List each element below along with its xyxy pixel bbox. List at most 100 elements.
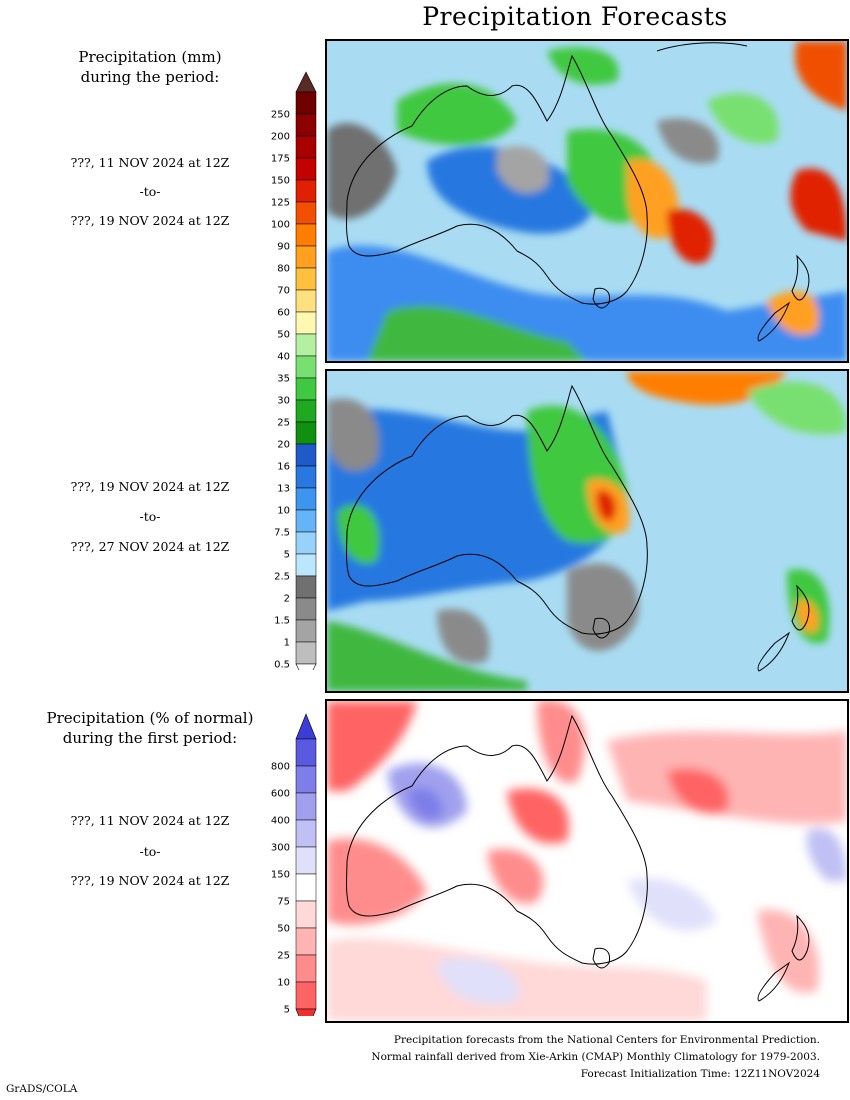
colorbar-swatch (295, 531, 317, 555)
colorbar-tick-label: 5 (284, 550, 290, 561)
pct-colorbar-tick-label: 800 (271, 762, 290, 773)
colorbar-swatch (295, 465, 317, 489)
colorbar-swatch (295, 113, 317, 137)
mm-header: Precipitation (mm) during the period: (0, 47, 300, 87)
colorbar-swatch (295, 355, 317, 379)
colorbar-top-arrow (295, 71, 317, 93)
colorbar-tick-label: 0.5 (274, 660, 290, 671)
colorbar-tick-label: 175 (271, 154, 290, 165)
colorbar-swatch (295, 377, 317, 401)
mm-colorbar: 2502001751501251009080706050403530252016… (271, 71, 317, 671)
colorbar-swatch (295, 399, 317, 423)
grads-credit: GrADS/COLA (6, 1083, 78, 1095)
colorbar-tick-label: 1.5 (274, 616, 290, 627)
pct-colorbar-tick-label: 10 (277, 978, 290, 989)
mm-header-line2: during the period: (80, 68, 220, 86)
colorbar-tick-label: 250 (271, 110, 290, 121)
pct-colorbar-swatch (295, 738, 317, 767)
colorbar-tick-label: 50 (277, 330, 290, 341)
colorbar-tick-label: 2.5 (274, 572, 290, 583)
colorbar-swatch (295, 201, 317, 225)
colorbar-tick-label: 70 (277, 286, 290, 297)
colorbar-tick-label: 200 (271, 132, 290, 143)
colorbar-swatch (295, 597, 317, 621)
colorbar-swatch (295, 267, 317, 291)
colorbar-swatch (295, 223, 317, 247)
period3-to: -to- (139, 844, 161, 859)
footer-line2: Normal rainfall derived from Xie-Arkin (… (371, 1051, 820, 1063)
pct-colorbar-tick-label: 150 (271, 870, 290, 881)
colorbar-tick-label: 10 (277, 506, 290, 517)
colorbar-tick-label: 35 (277, 374, 290, 385)
period2-start: ???, 19 NOV 2024 at 12Z (70, 479, 230, 494)
footer-line1: Precipitation forecasts from the Nationa… (393, 1034, 820, 1046)
colorbar-swatch (295, 509, 317, 533)
period2-end: ???, 27 NOV 2024 at 12Z (70, 539, 230, 554)
colorbar-tick-label: 16 (277, 462, 290, 473)
colorbar-swatch (295, 641, 317, 665)
pct-header-line2: during the first period: (62, 729, 238, 747)
pct-colorbar: 800 600 400 300 150 75 50 25 10 5 (271, 713, 317, 1016)
colorbar-swatch (295, 311, 317, 335)
pct-colorbar-swatch (295, 792, 317, 821)
colorbar-swatch (295, 443, 317, 467)
colorbar-swatch (295, 553, 317, 577)
colorbar-tick-label: 40 (277, 352, 290, 363)
colorbar-tick-label: 125 (271, 198, 290, 209)
pct-colorbar-bottom-arrow (295, 1008, 317, 1016)
period1-to: -to- (139, 184, 161, 199)
colorbar-tick-label: 13 (277, 484, 290, 495)
pct-colorbar-swatch (295, 846, 317, 875)
pct-colorbar-tick-label: 300 (271, 843, 290, 854)
precip-map-2 (327, 371, 847, 691)
pct-colorbar-tick-label: 75 (277, 897, 290, 908)
map-percent-normal (325, 699, 849, 1023)
pct-colorbar-swatch (295, 819, 317, 848)
pct-header-line1: Precipitation (% of normal) (46, 709, 254, 727)
colorbar-tick-label: 7.5 (274, 528, 290, 539)
colorbar-swatch (295, 245, 317, 269)
pct-colorbar-tick-label: 400 (271, 816, 290, 827)
colorbar-tick-label: 2 (284, 594, 290, 605)
colorbar-swatch (295, 179, 317, 203)
colorbar-swatch (295, 157, 317, 181)
footer-line3: Forecast Initialization Time: 12Z11NOV20… (580, 1068, 820, 1080)
map-period2 (325, 369, 849, 693)
colorbar-tick-label: 60 (277, 308, 290, 319)
percent-normal-map (327, 701, 847, 1021)
period1-end: ???, 19 NOV 2024 at 12Z (70, 213, 230, 228)
pct-colorbar-tick-label: 5 (284, 1005, 290, 1016)
colorbar-tick-label: 100 (271, 220, 290, 231)
colorbar-swatch (295, 619, 317, 643)
colorbar-swatch (295, 575, 317, 599)
colorbar-tick-label: 90 (277, 242, 290, 253)
pct-colorbar-tick-label: 600 (271, 789, 290, 800)
period3-start: ???, 11 NOV 2024 at 12Z (70, 813, 230, 828)
colorbar-swatch (295, 135, 317, 159)
colorbar-swatch (295, 289, 317, 313)
pct-colorbar-tick-label: 25 (277, 951, 290, 962)
period2-to: -to- (139, 509, 161, 524)
colorbar-bottom-arrow (295, 663, 317, 670)
pct-colorbar-top-arrow (295, 713, 317, 740)
colorbar-tick-label: 30 (277, 396, 290, 407)
period3-end: ???, 19 NOV 2024 at 12Z (70, 873, 230, 888)
pct-colorbar-swatch (295, 927, 317, 956)
page-title: Precipitation Forecasts (422, 2, 728, 31)
colorbar-swatch (295, 421, 317, 445)
colorbar-tick-label: 80 (277, 264, 290, 275)
colorbar-swatch (295, 333, 317, 357)
pct-header: Precipitation (% of normal) during the f… (0, 708, 300, 748)
pct-colorbar-swatch (295, 954, 317, 983)
colorbar-tick-label: 150 (271, 176, 290, 187)
mm-header-line1: Precipitation (mm) (78, 48, 222, 66)
pct-colorbar-tick-label: 50 (277, 924, 290, 935)
colorbar-tick-label: 25 (277, 418, 290, 429)
pct-colorbar-swatch (295, 873, 317, 902)
colorbar-tick-label: 1 (284, 638, 290, 649)
period1-start: ???, 11 NOV 2024 at 12Z (70, 155, 230, 170)
colorbar-swatch (295, 487, 317, 511)
precip-map-1 (327, 41, 847, 361)
colorbar-swatch (295, 91, 317, 115)
map-period1 (325, 39, 849, 363)
